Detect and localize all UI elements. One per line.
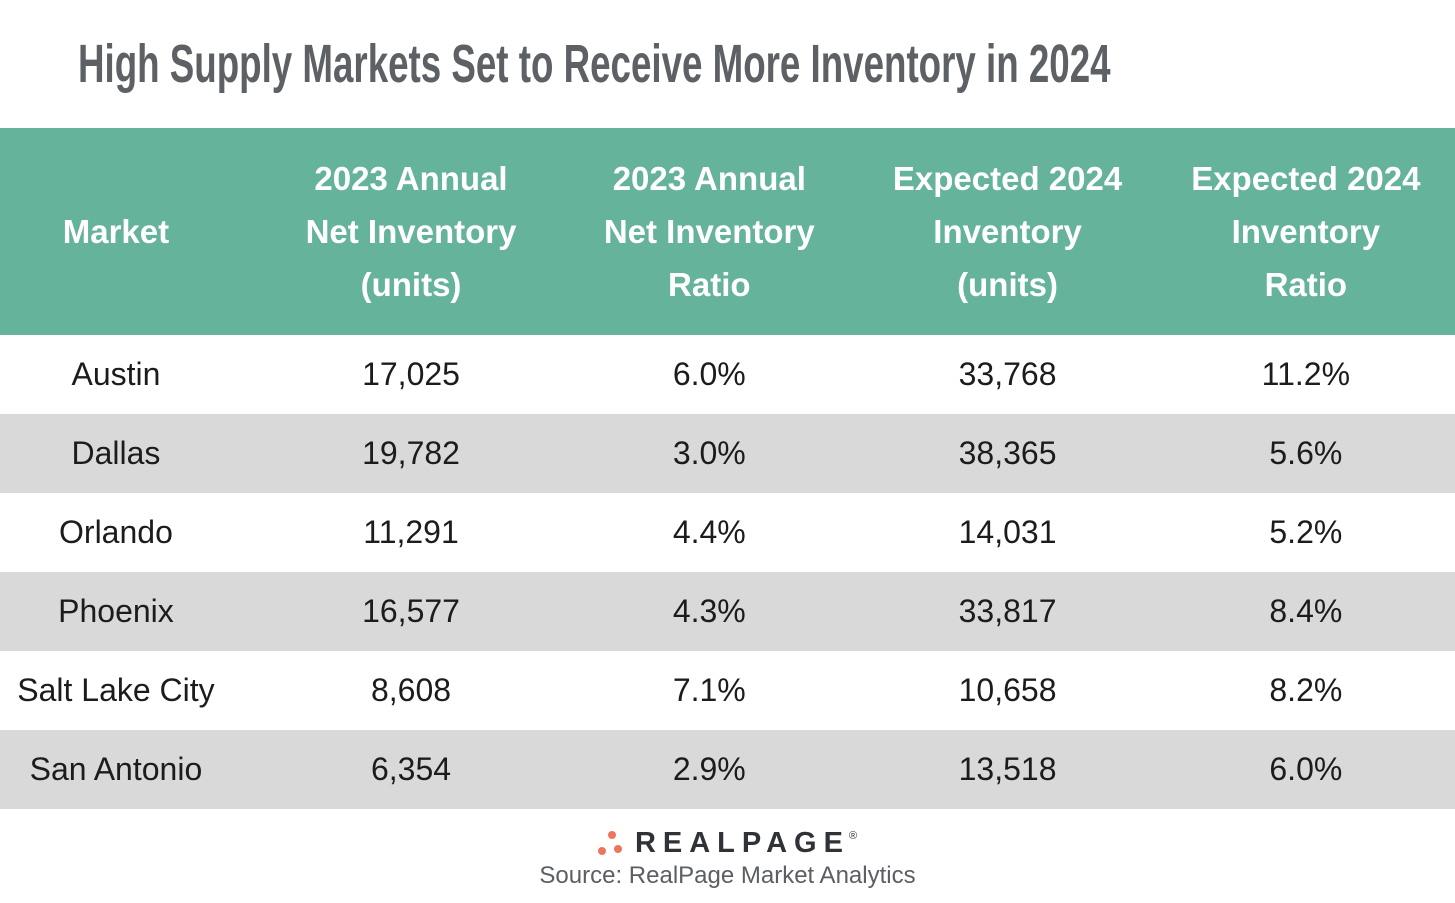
cell-market: Austin (71, 356, 161, 392)
cell-expected-2024-inventory-units: 14,031 (958, 514, 1057, 550)
cell-expected-2024-inventory-ratio: 11.2% (1261, 356, 1351, 392)
logo-dot-icon (613, 844, 622, 853)
inventory-table: Market 2023 Annual Net Inventory (units)… (0, 128, 1455, 809)
table-row: Austin 17,025 6.0% 33,768 11.2% (0, 335, 1455, 414)
cell-2023-net-inventory-ratio: 4.3% (672, 593, 746, 629)
cell-expected-2024-inventory-units: 38,365 (958, 435, 1057, 471)
table-row: San Antonio 6,354 2.9% 13,518 6.0% (0, 730, 1455, 809)
realpage-dots-icon (597, 830, 624, 857)
cell-expected-2024-inventory-ratio: 6.0% (1269, 751, 1343, 787)
realpage-wordmark: REALPAGE (634, 826, 850, 859)
header-line: Net Inventory (603, 213, 815, 250)
table-row: Phoenix 16,577 4.3% 33,817 8.4% (0, 572, 1455, 651)
cell-expected-2024-inventory-units: 33,768 (958, 356, 1057, 392)
logo-dot-icon (597, 846, 606, 855)
cell-2023-net-inventory-ratio: 2.9% (672, 751, 746, 787)
footer: REALPAGE ® Source: RealPage Market Analy… (0, 809, 1455, 903)
table-row: Dallas 19,782 3.0% 38,365 5.6% (0, 414, 1455, 493)
cell-expected-2024-inventory-units: 33,817 (958, 593, 1057, 629)
cell-expected-2024-inventory-units: 10,658 (958, 672, 1057, 708)
cell-2023-net-inventory-ratio: 3.0% (672, 435, 746, 471)
cell-market: San Antonio (29, 751, 203, 787)
cell-expected-2024-inventory-units: 13,518 (958, 751, 1057, 787)
col-header-expected-2024-inventory-units: Expected 2024 Inventory (units) (858, 128, 1156, 335)
cell-2023-net-inventory-units: 11,291 (363, 514, 459, 550)
cell-market: Orlando (59, 514, 173, 550)
header-line: (units) (957, 266, 1058, 303)
col-header-expected-2024-inventory-ratio: Expected 2024 Inventory Ratio (1157, 128, 1455, 335)
col-header-2023-net-inventory-ratio: 2023 Annual Net Inventory Ratio (560, 128, 858, 335)
header-line: Inventory (1231, 213, 1381, 250)
realpage-logo: REALPAGE ® (597, 826, 858, 859)
header-line: Net Inventory (305, 213, 517, 250)
cell-2023-net-inventory-ratio: 4.4% (672, 514, 746, 550)
cell-2023-net-inventory-units: 16,577 (362, 593, 460, 629)
cell-2023-net-inventory-ratio: 7.1% (672, 672, 746, 708)
header-line: Ratio (668, 266, 751, 303)
cell-expected-2024-inventory-ratio: 8.2% (1269, 672, 1343, 708)
header-line: 2023 Annual (612, 160, 806, 197)
cell-expected-2024-inventory-ratio: 5.2% (1269, 514, 1343, 550)
table-header-row: Market 2023 Annual Net Inventory (units)… (0, 128, 1455, 335)
page-title: High Supply Markets Set to Receive More … (78, 34, 1111, 94)
source-text: Source: RealPage Market Analytics (539, 861, 916, 889)
cell-2023-net-inventory-ratio: 6.0% (672, 356, 746, 392)
title-bar: High Supply Markets Set to Receive More … (0, 0, 1455, 128)
registered-trademark-icon: ® (848, 829, 858, 842)
header-line: Expected 2024 (892, 160, 1123, 197)
header-line: (units) (360, 266, 462, 303)
cell-2023-net-inventory-units: 17,025 (362, 356, 460, 392)
header-line: Inventory (933, 213, 1082, 250)
cell-expected-2024-inventory-ratio: 5.6% (1269, 435, 1343, 471)
header-line: Market (62, 213, 170, 250)
cell-2023-net-inventory-units: 6,354 (370, 751, 452, 787)
cell-expected-2024-inventory-ratio: 8.4% (1269, 593, 1343, 629)
header-line: Expected 2024 (1191, 160, 1421, 197)
cell-market: Salt Lake City (17, 672, 215, 708)
col-header-market: Market (0, 128, 262, 335)
logo-dot-icon (607, 830, 616, 839)
cell-2023-net-inventory-units: 8,608 (370, 672, 452, 708)
header-line: 2023 Annual (314, 160, 508, 197)
cell-market: Phoenix (58, 593, 174, 629)
header-line: Ratio (1264, 266, 1348, 303)
cell-2023-net-inventory-units: 19,782 (362, 435, 460, 471)
cell-market: Dallas (71, 435, 161, 471)
col-header-2023-net-inventory-units: 2023 Annual Net Inventory (units) (262, 128, 560, 335)
table-row: Salt Lake City 8,608 7.1% 10,658 8.2% (0, 651, 1455, 730)
table-row: Orlando 11,291 4.4% 14,031 5.2% (0, 493, 1455, 572)
